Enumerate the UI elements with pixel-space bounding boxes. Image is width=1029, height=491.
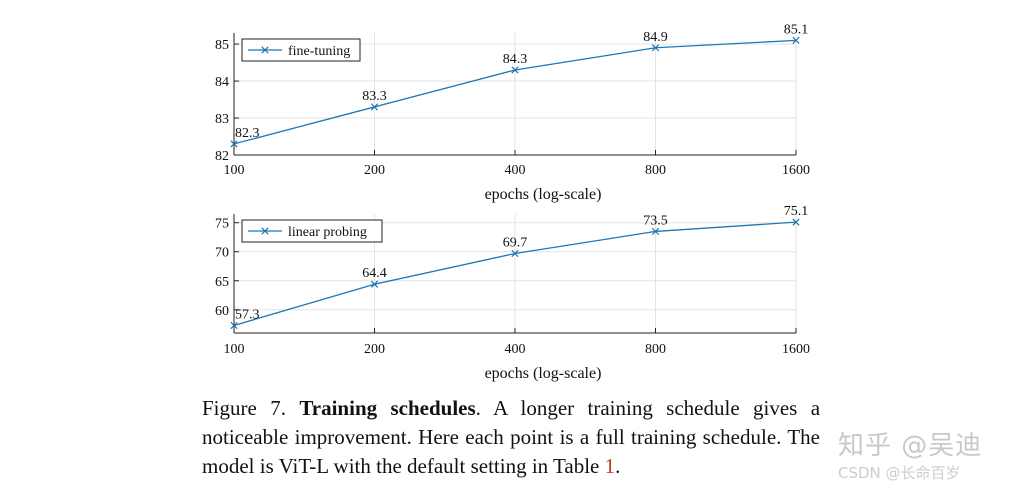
data-point [370, 103, 379, 111]
legend-label: fine-tuning [288, 44, 350, 59]
x-tick-label: 400 [505, 163, 526, 178]
x-axis-label: epochs (log-scale) [485, 365, 602, 382]
caption-text: . A longer training schedule gives a not… [202, 396, 821, 478]
y-tick-label: 65 [215, 275, 229, 290]
data-point [230, 321, 238, 330]
data-label: 57.3 [235, 307, 260, 322]
data-label: 69.7 [503, 235, 528, 250]
data-point [230, 140, 238, 148]
legend-label: linear probing [288, 225, 367, 240]
x-tick-label: 1600 [782, 163, 810, 178]
data-point [370, 280, 379, 288]
data-point [792, 36, 800, 45]
data-label: 84.9 [643, 30, 668, 45]
x-tick-label: 200 [364, 342, 385, 357]
x-tick-label: 1600 [782, 342, 810, 357]
figure-caption: Figure 7. Training schedules. A longer t… [202, 394, 820, 481]
watermark-csdn: CSDN @长命百岁 [838, 464, 961, 482]
x-tick-label: 800 [645, 163, 666, 178]
legend-marker [261, 227, 269, 235]
x-tick-label: 800 [645, 342, 666, 357]
data-label: 84.3 [503, 52, 528, 67]
data-label: 85.1 [784, 22, 809, 37]
data-point [511, 66, 519, 74]
y-tick-label: 60 [215, 304, 229, 319]
data-label: 73.5 [643, 213, 668, 228]
y-tick-label: 85 [215, 38, 229, 53]
data-point [511, 249, 519, 258]
data-label: 83.3 [362, 89, 387, 104]
data-label: 82.3 [235, 126, 260, 141]
table-reference-link[interactable]: 1 [604, 454, 616, 478]
x-tick-label: 200 [364, 163, 385, 178]
legend-box [241, 219, 383, 243]
data-label: 75.1 [784, 204, 809, 219]
legend: linear probing [241, 219, 383, 243]
x-axis-label: epochs (log-scale) [485, 186, 602, 203]
y-tick-label: 82 [215, 149, 229, 164]
chart-2: 100 200 400 800 1600 60 65 70 75 epochs (log-scal… [215, 204, 810, 382]
legend: fine-tuning [241, 38, 361, 62]
y-tick-label: 84 [215, 75, 229, 90]
y-tick-label: 70 [215, 246, 229, 261]
caption-label: Figure 7. [202, 396, 286, 420]
data-point [792, 218, 800, 226]
y-tick-label: 83 [215, 112, 229, 127]
caption-text-end: . [615, 454, 621, 478]
legend-marker [261, 46, 269, 54]
chart-canvas: 100 200 400 800 1600 82 83 84 85 epochs (log-scal… [215, 22, 810, 382]
chart-1: 100 200 400 800 1600 82 83 84 85 epochs (log-scal… [215, 22, 810, 203]
x-tick-label: 100 [224, 342, 245, 357]
data-point [651, 227, 660, 236]
data-label: 64.4 [362, 266, 387, 281]
data-point [651, 44, 660, 52]
caption-title: Training schedules [299, 396, 476, 420]
x-tick-label: 400 [505, 342, 526, 357]
watermark-zhihu: 知乎 @吴迪 [838, 431, 983, 461]
x-tick-label: 100 [224, 163, 245, 178]
y-tick-label: 75 [215, 217, 229, 232]
legend-box [241, 38, 361, 62]
